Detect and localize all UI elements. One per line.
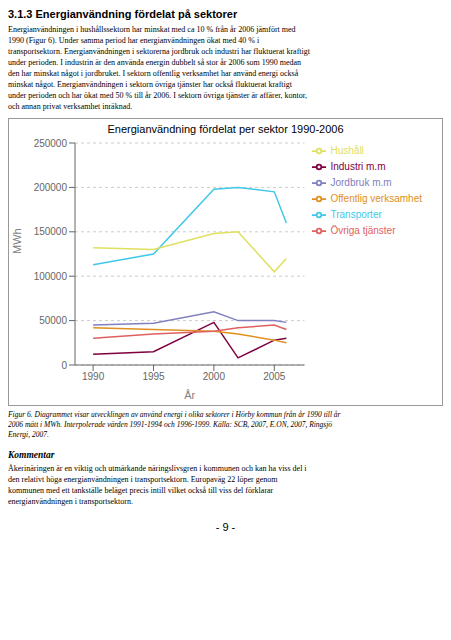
svg-text:200000: 200000 (34, 182, 68, 193)
html-text:transportsektorn. Energianvänd: transportsektorn. Energianvändningen i s… (8, 47, 310, 56)
html-text:energianvändningen i transport: energianvändningen i transportsektorn. (8, 497, 133, 506)
svg-text:2005: 2005 (263, 371, 286, 382)
svg-text:2000: 2000 (203, 371, 226, 382)
html-text:under perioden. I industrin är: under perioden. I industrin är den använ… (8, 58, 302, 67)
html-text:Industri m.m: Industri m.m (330, 161, 386, 172)
svg-text:År: År (184, 389, 195, 401)
html-text:Övriga tjänster: Övriga tjänster (330, 225, 396, 236)
svg-text:MWh: MWh (11, 228, 23, 254)
html-text:Energianvändning fördelat per: Energianvändning fördelat per sektor 199… (107, 123, 344, 135)
html-text:Figur 6. Diagrammet visar utve: Figur 6. Diagrammet visar utvecklingen a… (8, 410, 341, 419)
html-text:Energianvändningen i hushållss: Energianvändningen i hushållssektorn har… (8, 25, 296, 34)
html-text:- 9 -: - 9 - (215, 521, 236, 533)
html-text:den har minskat något i jordbr: den har minskat något i jordbruket. I se… (8, 69, 299, 78)
html-text:och annan privat verksamhet in: och annan privat verksamhet inräknad. (8, 102, 133, 111)
html-text:under perioden och har ökat me: under perioden och har ökat med 50 % til… (8, 91, 308, 100)
svg-text:150000: 150000 (34, 226, 68, 237)
html-text:Jordbruk m.m: Jordbruk m.m (330, 177, 392, 188)
svg-text:50000: 50000 (39, 315, 67, 326)
svg-text:1995: 1995 (142, 371, 165, 382)
html-text:Offentlig verksamhet: Offentlig verksamhet (330, 193, 422, 204)
svg-text:1990: 1990 (82, 371, 105, 382)
html-text:Transporter: Transporter (330, 209, 382, 220)
html-text:minskat något. Energianvändnin: minskat något. Energianvändningen i sekt… (8, 80, 292, 89)
html-text:kommunen med ett tankställe be: kommunen med ett tankställe beläget prec… (8, 486, 274, 495)
html-text:Kommentar: Kommentar (8, 450, 55, 460)
html-text:Energi, 2007.: Energi, 2007. (8, 430, 49, 439)
html-text:Åkerinäringen är en viktig och: Åkerinäringen är en viktig och utmärkand… (8, 464, 307, 473)
html-text:1990 (Figur 6). Under samma pe: 1990 (Figur 6). Under samma period har e… (8, 36, 260, 45)
svg-text:250000: 250000 (34, 138, 68, 149)
svg-text:100000: 100000 (34, 271, 68, 282)
svg-text:0: 0 (61, 360, 67, 371)
html-text:Hushåll: Hushåll (330, 145, 364, 156)
html-text:2006 mätt i MWh. Interpolerade: 2006 mätt i MWh. Interpolerade värden 19… (8, 420, 333, 429)
html-text:3.1.3 Energianvändning fördela: 3.1.3 Energianvändning fördelat på sekto… (8, 8, 238, 20)
html-text:den relativt höga energianvänd: den relativt höga energianvändningen i t… (8, 475, 278, 484)
